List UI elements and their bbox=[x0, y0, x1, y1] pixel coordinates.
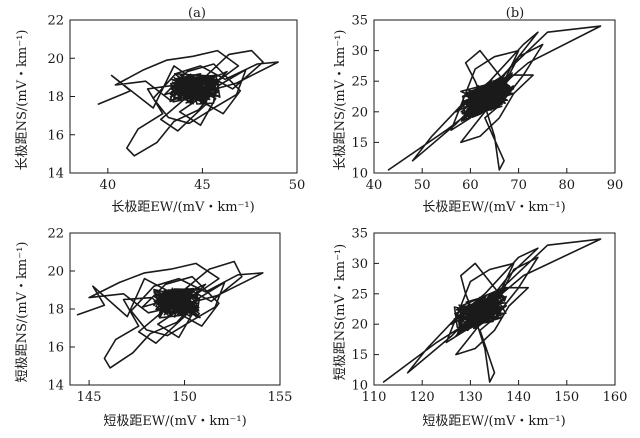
x-axis-label: 短极距EW/(mV・km⁻¹) bbox=[422, 414, 565, 429]
x-tick-label: 150 bbox=[172, 390, 197, 405]
y-tick-label: 20 bbox=[351, 318, 368, 333]
y-tick-label: 15 bbox=[351, 136, 368, 151]
x-tick-label: 145 bbox=[77, 390, 102, 405]
trajectory-core bbox=[453, 287, 508, 338]
x-tick-label: 70 bbox=[510, 178, 527, 193]
x-tick-label: 40 bbox=[366, 178, 383, 193]
y-tick-label: 16 bbox=[47, 128, 64, 143]
y-axis-label: 短极距NS/(mV・km⁻¹) bbox=[15, 242, 30, 383]
x-axis-label: 短极距EW/(mV・km⁻¹) bbox=[103, 414, 246, 429]
x-tick-label: 60 bbox=[462, 178, 479, 193]
y-tick-label: 25 bbox=[351, 287, 368, 302]
trajectory-core bbox=[169, 73, 221, 105]
y-tick-label: 14 bbox=[47, 379, 64, 394]
x-tick-label: 130 bbox=[458, 390, 483, 405]
panel-label: (b) bbox=[506, 6, 524, 21]
y-axis-label: 短极距NS(mV・km⁻¹) bbox=[333, 244, 348, 380]
x-tick-label: 120 bbox=[410, 390, 435, 405]
series-line-trajectory bbox=[387, 25, 602, 171]
x-tick-label: 155 bbox=[268, 390, 293, 405]
y-ticks: 10 15 20 25 30 35 bbox=[351, 227, 379, 394]
y-tick-label: 35 bbox=[351, 227, 368, 242]
x-tick-label: 160 bbox=[603, 390, 628, 405]
y-tick-label: 14 bbox=[47, 167, 64, 182]
y-tick-label: 10 bbox=[351, 379, 368, 394]
plot-frame bbox=[373, 19, 616, 174]
series-line-trajectory bbox=[382, 238, 602, 383]
trajectory-core bbox=[153, 287, 201, 319]
trajectory-trace bbox=[387, 25, 602, 171]
trajectory-trace bbox=[76, 260, 264, 369]
y-tick-label: 16 bbox=[47, 341, 64, 356]
x-tick-label: 45 bbox=[194, 178, 211, 193]
x-ticks: 40 45 50 bbox=[100, 168, 306, 193]
x-tick-label: 140 bbox=[506, 390, 531, 405]
y-tick-label: 20 bbox=[47, 52, 64, 67]
x-tick-label: 80 bbox=[559, 178, 576, 193]
x-tick-label: 150 bbox=[554, 390, 579, 405]
y-tick-label: 35 bbox=[351, 14, 368, 29]
y-tick-label: 15 bbox=[351, 348, 368, 363]
y-axis-label: 长极距NS/(mV・km⁻¹) bbox=[333, 30, 348, 171]
trajectory-trace bbox=[382, 238, 602, 383]
trajectory-trace bbox=[97, 49, 279, 157]
x-ticks: 40 50 60 70 80 90 bbox=[366, 168, 624, 193]
y-ticks: 10 15 20 25 30 35 bbox=[351, 14, 379, 182]
y-tick-label: 30 bbox=[351, 257, 368, 272]
x-tick-label: 50 bbox=[414, 178, 431, 193]
panel-bottom-right: 110 120 130 140 150 160 10 15 20 25 30 35 短极距EW/(m… bbox=[333, 227, 627, 430]
x-axis-label: 长极距EW/(mV・km⁻¹) bbox=[111, 200, 254, 215]
trajectory-core bbox=[460, 72, 515, 122]
plot-frame bbox=[373, 232, 616, 386]
panel-top-left: 40 45 50 14 16 18 20 22 (a) 长极距EW/(mV・km⁻¹) 长极… bbox=[15, 6, 305, 215]
y-tick-label: 18 bbox=[47, 90, 64, 105]
panel-bottom-left: 145 150 155 14 16 18 20 22 短极距EW/(mV・km⁻¹) 短极距… bbox=[15, 227, 292, 430]
x-tick-label: 50 bbox=[289, 178, 306, 193]
x-ticks: 145 150 155 bbox=[77, 380, 293, 405]
x-tick-label: 90 bbox=[607, 178, 624, 193]
y-tick-label: 22 bbox=[47, 14, 64, 29]
panel-top-right: 40 50 60 70 80 90 10 15 20 25 30 35 (b) 长极距EW/(mV・… bbox=[333, 6, 623, 215]
y-tick-label: 25 bbox=[351, 75, 368, 90]
y-tick-label: 10 bbox=[351, 167, 368, 182]
y-ticks: 14 16 18 20 22 bbox=[47, 14, 75, 182]
x-axis-label: 长极距EW/(mV・km⁻¹) bbox=[422, 200, 565, 215]
x-ticks: 110 120 130 140 150 160 bbox=[362, 380, 628, 405]
y-tick-label: 30 bbox=[351, 44, 368, 59]
y-tick-label: 20 bbox=[47, 265, 64, 280]
y-tick-label: 18 bbox=[47, 303, 64, 318]
y-tick-label: 22 bbox=[47, 227, 64, 242]
y-tick-label: 20 bbox=[351, 105, 368, 120]
x-tick-label: 40 bbox=[100, 178, 117, 193]
x-tick-label: 110 bbox=[362, 390, 387, 405]
panel-label: (a) bbox=[188, 6, 206, 21]
y-ticks: 14 16 18 20 22 bbox=[47, 227, 75, 394]
y-axis-label: 长极距NS/(mV・km⁻¹) bbox=[15, 30, 30, 171]
